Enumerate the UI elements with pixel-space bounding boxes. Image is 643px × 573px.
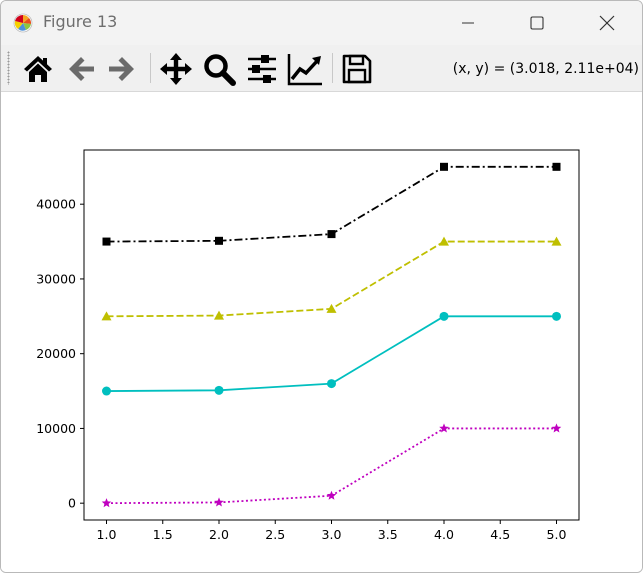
data-point-triangle [326, 303, 337, 313]
minimize-icon [462, 22, 474, 24]
back-arrow-icon [69, 57, 94, 81]
axes-frame [83, 149, 580, 521]
data-point-star [214, 497, 224, 507]
forward-arrow-icon [109, 57, 134, 81]
forward-button[interactable] [104, 51, 140, 87]
data-point-circle [327, 379, 336, 389]
minimize-button[interactable] [445, 1, 491, 45]
toolbar-separator [332, 53, 333, 83]
x-tick-label: 5.0 [547, 527, 567, 542]
x-tick-label: 2.0 [209, 527, 229, 542]
data-point-square [440, 162, 448, 171]
data-point-triangle [101, 311, 112, 321]
back-button[interactable] [63, 51, 99, 87]
pan-button[interactable] [158, 51, 194, 87]
x-tick-label: 1.5 [153, 527, 173, 542]
data-point-circle [439, 311, 449, 321]
matplotlib-logo-icon [13, 13, 33, 33]
data-point-star [101, 498, 112, 508]
save-button[interactable] [339, 51, 375, 87]
magnifier-icon [204, 54, 236, 86]
navigation-toolbar: (x, y) = (3.018, 2.11e+04) [1, 45, 642, 92]
move-arrows-icon [160, 53, 192, 85]
sliders-icon [248, 55, 276, 83]
home-icon [24, 56, 52, 82]
x-tick-label: 2.5 [265, 527, 285, 542]
maximize-button[interactable] [514, 1, 560, 45]
home-button[interactable] [20, 51, 56, 87]
line-chart-icon [287, 54, 322, 86]
data-point-square [552, 162, 561, 171]
floppy-disk-icon [342, 54, 372, 84]
toolbar-grip[interactable] [7, 51, 10, 85]
data-point-square [327, 230, 336, 239]
figure-canvas[interactable]: 1.0 1.5 2.0 2.5 3.0 3.5 4.0 4.5 5.0 0 10000 20000 30… [1, 92, 642, 572]
y-tick-label: 20000 [36, 346, 76, 361]
data-point-circle [214, 385, 224, 395]
configure-subplots-button[interactable] [244, 51, 280, 87]
y-tick-label: 40000 [36, 197, 76, 212]
data-point-star [326, 490, 337, 500]
toolbar-separator [150, 53, 151, 83]
y-tick-label: 10000 [36, 421, 76, 436]
data-point-square [215, 236, 223, 245]
data-point-circle [102, 386, 111, 396]
data-point-star [439, 423, 449, 433]
data-point-triangle [551, 236, 562, 246]
data-point-triangle [439, 236, 449, 246]
data-point-star [551, 423, 562, 433]
x-tick-label: 1.0 [97, 527, 117, 542]
close-icon [599, 15, 615, 31]
cursor-coordinates: (x, y) = (3.018, 2.11e+04) [452, 61, 639, 77]
x-tick-label: 3.0 [322, 527, 342, 542]
zoom-button[interactable] [201, 51, 237, 87]
maximize-icon [530, 16, 544, 30]
x-tick-label: 4.0 [434, 527, 454, 542]
data-point-triangle [214, 310, 224, 320]
data-point-circle [552, 311, 561, 321]
data-point-square [102, 237, 111, 246]
plot-area[interactable]: 1.0 1.5 2.0 2.5 3.0 3.5 4.0 4.5 5.0 0 10000 20000 30… [1, 92, 642, 572]
close-button[interactable] [584, 1, 630, 45]
x-tick-label: 4.5 [490, 527, 510, 542]
title-bar[interactable]: Figure 13 [1, 1, 642, 45]
window-title: Figure 13 [43, 12, 118, 31]
y-tick-label: 0 [68, 496, 76, 511]
edit-axis-button[interactable] [287, 51, 323, 87]
y-tick-label: 30000 [36, 271, 76, 286]
x-tick-label: 3.5 [378, 527, 398, 542]
